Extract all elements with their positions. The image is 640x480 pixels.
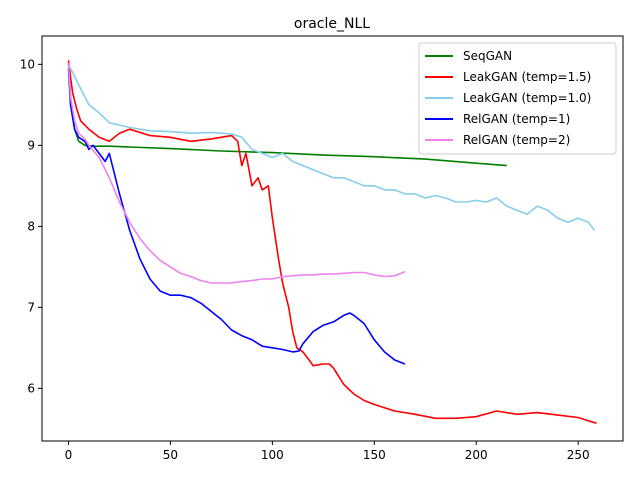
x-tick-label: 250	[567, 448, 590, 462]
legend-label-0: SeqGAN	[463, 49, 512, 63]
series-line-4	[67, 62, 406, 284]
x-tick-label: 200	[465, 448, 488, 462]
legend-label-4: RelGAN (temp=2)	[463, 133, 570, 147]
y-tick-label: 7	[27, 300, 35, 314]
plot-frame	[41, 35, 624, 442]
x-tick-label: 100	[261, 448, 284, 462]
axis-ticks: 0 50 100 150 200 250 6 7 8 9 10	[20, 57, 590, 462]
x-tick-label: 0	[65, 448, 73, 462]
series-layer	[67, 60, 597, 424]
y-tick-label: 8	[27, 219, 35, 233]
x-tick-label: 150	[363, 448, 386, 462]
series-line-3	[67, 68, 406, 365]
series-line-1	[67, 60, 597, 424]
legend-label-1: LeakGAN (temp=1.5)	[463, 70, 591, 84]
legend: SeqGAN LeakGAN (temp=1.5) LeakGAN (temp=1.…	[418, 42, 617, 155]
series-line-2	[67, 63, 596, 231]
y-tick-label: 6	[27, 381, 35, 395]
x-tick-label: 50	[163, 448, 178, 462]
legend-box	[418, 42, 617, 155]
y-tick-label: 9	[27, 138, 35, 152]
chart-title: oracle_NLL	[294, 16, 370, 32]
legend-label-2: LeakGAN (temp=1.0)	[463, 91, 591, 105]
legend-label-3: RelGAN (temp=1)	[463, 112, 570, 126]
y-tick-label: 10	[20, 57, 35, 71]
